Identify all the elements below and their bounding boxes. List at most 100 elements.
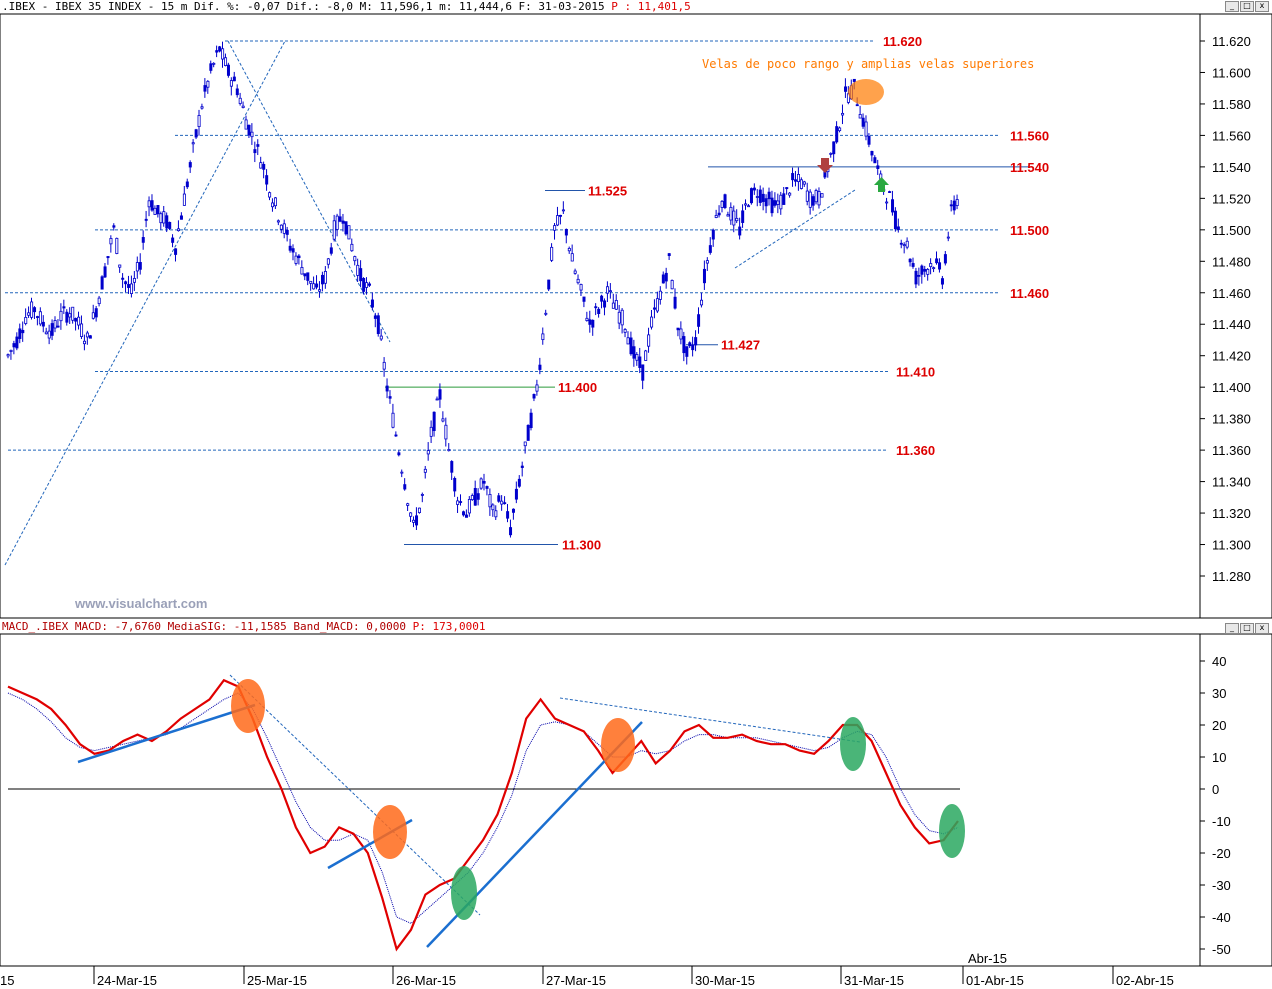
candle-body	[15, 336, 19, 349]
candle-body	[535, 384, 539, 392]
candle-body	[244, 119, 248, 130]
candle-body	[291, 248, 295, 253]
macd-tick-label: -50	[1212, 942, 1231, 957]
candle-body	[873, 157, 877, 164]
macd-minimize-button[interactable]: _	[1225, 623, 1239, 634]
candle-body	[647, 334, 651, 347]
candle-body	[279, 224, 283, 230]
candle-body	[241, 105, 245, 108]
candle-body	[91, 312, 95, 319]
candle-body	[62, 306, 66, 309]
candle-body	[141, 237, 145, 243]
candle-body	[476, 493, 480, 500]
price-tick-label: 11.300	[1212, 538, 1251, 553]
candle-body	[388, 396, 392, 399]
candle-body	[382, 361, 386, 370]
candle-body	[835, 126, 839, 143]
candle-body	[412, 519, 416, 523]
candle-body	[694, 337, 698, 346]
macd-dotted-line	[559, 697, 861, 743]
candle-body	[526, 425, 530, 441]
candle-body	[905, 240, 909, 248]
macd-maximize-button[interactable]: □	[1240, 623, 1254, 634]
candle-body	[658, 290, 662, 300]
candle-body	[556, 215, 560, 226]
macd-tick-label: -40	[1212, 910, 1231, 925]
candle-body	[885, 201, 889, 204]
candle-body	[705, 260, 709, 264]
candle-body	[397, 452, 401, 456]
candle-body	[259, 162, 263, 169]
candle-body	[177, 228, 181, 232]
candle-body	[940, 278, 944, 285]
candle-body	[368, 283, 372, 286]
candle-body	[550, 246, 554, 261]
green-marker	[840, 717, 866, 771]
price-tick-label: 11.600	[1212, 65, 1251, 80]
down-arrow-icon	[817, 158, 833, 173]
candle-body	[376, 315, 380, 335]
candle-body	[315, 283, 319, 288]
candle-body	[459, 501, 463, 503]
candle-body	[423, 468, 427, 473]
candle-body	[638, 356, 642, 368]
candle-body	[226, 64, 230, 76]
maximize-button[interactable]: □	[1240, 1, 1254, 12]
candle-body	[585, 317, 589, 321]
candle-body	[867, 135, 871, 145]
candle-body	[203, 85, 207, 92]
candle-body	[896, 226, 900, 231]
candle-body	[426, 450, 430, 455]
candle-body	[238, 97, 242, 104]
candle-body	[664, 272, 668, 282]
candle-body	[253, 149, 257, 154]
candle-body	[611, 302, 615, 309]
candle-body	[194, 129, 198, 138]
candle-body	[946, 236, 950, 239]
candle-body	[591, 319, 595, 328]
candle-body	[700, 299, 704, 306]
candle-body	[362, 278, 366, 292]
date-sublabel: Abr-15	[968, 951, 1007, 966]
candle-body	[506, 511, 510, 519]
macd-tick-label: 0	[1212, 782, 1219, 797]
level-label: 11.500	[1010, 223, 1049, 238]
candle-body	[955, 199, 959, 207]
candle-body	[462, 511, 466, 516]
candle-body	[494, 510, 498, 518]
candle-body	[573, 270, 577, 274]
candle-body	[65, 311, 69, 323]
candle-body	[391, 412, 395, 428]
candle-body	[491, 504, 495, 511]
candle-body	[59, 310, 63, 322]
candle-body	[179, 215, 183, 220]
candle-body	[796, 174, 800, 183]
candle-body	[447, 449, 451, 452]
candle-body	[420, 493, 424, 496]
candle-body	[323, 271, 327, 284]
candle-body	[588, 319, 592, 325]
candle-body	[644, 350, 648, 361]
candle-body	[262, 164, 266, 170]
minimize-button[interactable]: _	[1225, 1, 1239, 12]
candle-body	[379, 335, 383, 340]
candle-body	[235, 88, 239, 96]
candle-body	[844, 86, 848, 92]
candle-body	[902, 244, 906, 247]
candle-body	[503, 502, 507, 505]
macd-close-button[interactable]: x	[1255, 623, 1269, 634]
candle-body	[9, 349, 13, 352]
candle-body	[326, 258, 330, 265]
candle-body	[764, 198, 768, 207]
candle-body	[44, 331, 48, 335]
candle-body	[300, 267, 304, 275]
price-tick-label: 11.580	[1212, 97, 1251, 112]
candle-body	[156, 205, 160, 215]
candle-body	[667, 253, 671, 257]
candle-body	[212, 62, 216, 65]
candle-body	[685, 346, 689, 357]
close-button[interactable]: x	[1255, 1, 1269, 12]
candle-body	[723, 194, 727, 209]
candle-body	[191, 142, 195, 145]
